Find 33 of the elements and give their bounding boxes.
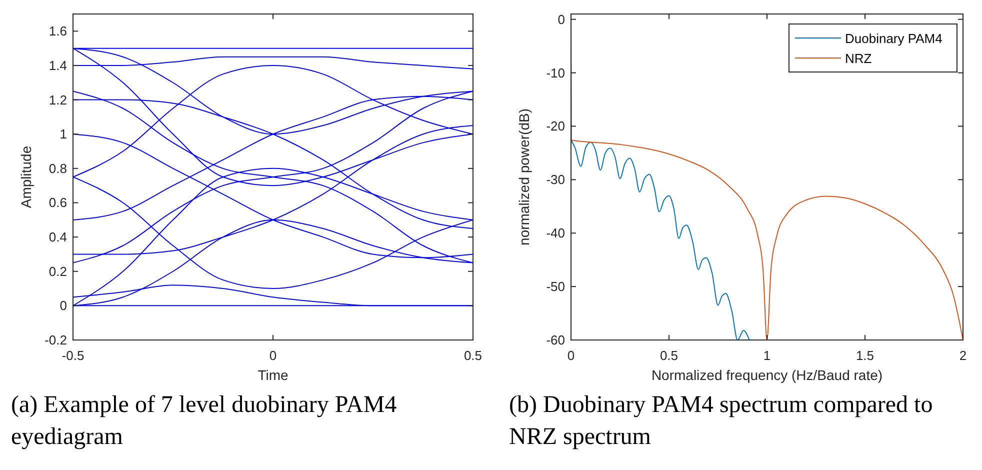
x-axis-title: Time [258, 367, 289, 383]
x-tick-label: 0 [567, 348, 575, 363]
text: (a) Example of 7 level duobinary PAM4 eyediagram [11, 392, 397, 450]
y-tick-label: -20 [546, 118, 565, 134]
y-tick-label: 0 [558, 12, 565, 27]
y-tick-label: -0.2 [44, 332, 67, 348]
x-tick-label: 1.5 [856, 348, 874, 363]
x-axis-title: Normalized frequency (Hz/Baud rate) [651, 367, 883, 383]
y-tick-label: 0.2 [48, 264, 67, 279]
y-tick-label: 1.4 [48, 58, 67, 73]
y-tick-label: -40 [546, 226, 565, 241]
legend-label: NRZ [845, 51, 872, 66]
x-tick-label: 0.5 [464, 348, 482, 363]
y-tick-label: 0.8 [48, 160, 67, 176]
y-tick-label: -10 [546, 65, 565, 80]
y-tick-label: 0.6 [48, 195, 67, 210]
x-tick-label: 0.5 [660, 348, 678, 363]
x-tick-label: 2 [959, 348, 967, 363]
y-axis-title: Amplitude [18, 146, 34, 208]
y-tick-label: 0.4 [48, 230, 67, 245]
x-tick-label: 0 [269, 348, 277, 363]
y-tick-label: 1 [60, 126, 67, 142]
text: (b) Duobinary PAM4 spectrum compared to NRZ spectrum [509, 392, 933, 450]
x-tick-label: 1 [763, 348, 771, 363]
legend-label: Duobinary PAM4 [845, 31, 942, 46]
y-tick-label: 1.2 [48, 92, 67, 108]
x-tick-label: -0.5 [62, 348, 84, 363]
y-tick-label: 0 [60, 298, 67, 314]
y-tick-label: 1.6 [48, 24, 67, 39]
y-axis-title: normalized power(dB) [516, 108, 532, 246]
y-tick-label: -50 [546, 279, 565, 294]
y-tick-label: -30 [546, 172, 565, 188]
y-tick-label: -60 [546, 332, 565, 348]
